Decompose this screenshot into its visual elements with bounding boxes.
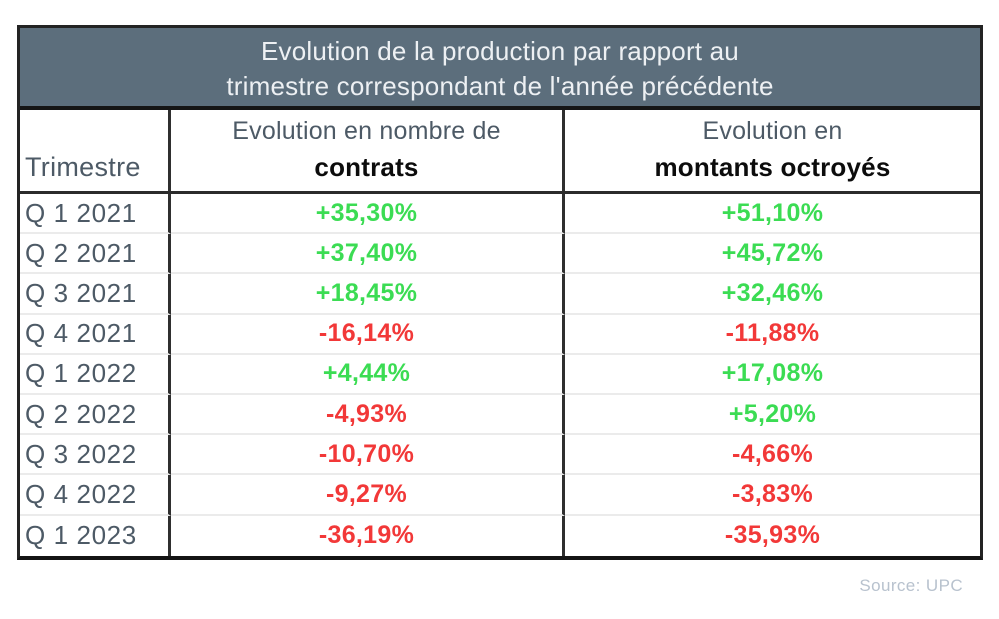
table-row: Q 2 2021 +37,40% +45,72% bbox=[20, 234, 980, 275]
production-evolution-table: Evolution de la production par rapport a… bbox=[17, 25, 983, 560]
table-row: Q 4 2022 -9,27% -3,83% bbox=[20, 475, 980, 516]
column-header-contracts: Evolution en nombre de contrats bbox=[171, 110, 565, 191]
contracts-value: -36,19% bbox=[171, 515, 565, 556]
quarter-label: Q 2 2022 bbox=[20, 394, 171, 436]
quarter-label: Q 2 2021 bbox=[20, 234, 171, 275]
quarter-label: Q 4 2021 bbox=[20, 314, 171, 355]
amounts-value: -35,93% bbox=[724, 521, 821, 550]
contracts-value: -10,70% bbox=[171, 435, 565, 476]
quarter-label: Q 3 2022 bbox=[20, 435, 171, 476]
table-title: Evolution de la production par rapport a… bbox=[20, 28, 980, 110]
table-row: Q 2 2022 -4,93% +5,20% bbox=[20, 394, 980, 436]
table-title-line2: trimestre correspondant de l'année précé… bbox=[226, 71, 774, 101]
table-row: Q 1 2023 -36,19% -35,93% bbox=[20, 515, 980, 556]
column-header-contracts-top: Evolution en nombre de bbox=[232, 117, 501, 145]
contracts-value: +35,30% bbox=[171, 194, 565, 235]
amounts-value: +32,46% bbox=[565, 274, 980, 315]
table-title-line1: Evolution de la production par rapport a… bbox=[261, 36, 739, 66]
amounts-value: +17,08% bbox=[565, 355, 980, 395]
amounts-value: +45,72% bbox=[565, 234, 980, 275]
column-header-quarter-label: Trimestre bbox=[25, 152, 141, 182]
amounts-value: -11,88% bbox=[565, 315, 980, 355]
contracts-value: -9,27% bbox=[171, 475, 565, 516]
quarter-label: Q 1 2022 bbox=[20, 354, 171, 395]
column-header-amounts-top: Evolution en bbox=[702, 117, 843, 145]
column-header-amounts-bold: montants octroyés bbox=[654, 152, 891, 182]
contracts-value: -16,14% bbox=[171, 314, 565, 355]
contracts-value: -4,93% bbox=[171, 394, 565, 436]
table-row: Q 3 2022 -10,70% -4,66% bbox=[20, 435, 980, 476]
quarter-label: Q 1 2021 bbox=[20, 194, 171, 235]
table-row: Q 1 2021 +35,30% +51,10% bbox=[20, 194, 980, 235]
amounts-value: -4,66% bbox=[565, 435, 980, 476]
quarter-label: Q 1 2023 bbox=[20, 515, 171, 556]
table-row: Q 3 2021 +18,45% +32,46% bbox=[20, 274, 980, 315]
column-header-contracts-bold: contrats bbox=[314, 152, 419, 182]
contracts-value: +18,45% bbox=[171, 274, 565, 315]
table-row: Q 1 2022 +4,44% +17,08% bbox=[20, 354, 980, 395]
column-header-quarter: Trimestre bbox=[20, 110, 171, 191]
table-row: Q 4 2021 -16,14% -11,88% bbox=[20, 314, 980, 355]
table-header-row: Trimestre Evolution en nombre de contrat… bbox=[20, 110, 980, 194]
amounts-value: +5,20% bbox=[565, 395, 980, 436]
quarter-label: Q 3 2021 bbox=[20, 274, 171, 315]
source-caption: Source: UPC bbox=[859, 576, 963, 595]
column-header-amounts: Evolution en montants octroyés bbox=[565, 110, 980, 191]
contracts-value: +4,44% bbox=[171, 354, 565, 395]
contracts-value: +37,40% bbox=[171, 234, 565, 275]
amounts-value: +51,10% bbox=[565, 194, 980, 235]
quarter-label: Q 4 2022 bbox=[20, 475, 171, 516]
amounts-value: -3,83% bbox=[565, 475, 980, 516]
